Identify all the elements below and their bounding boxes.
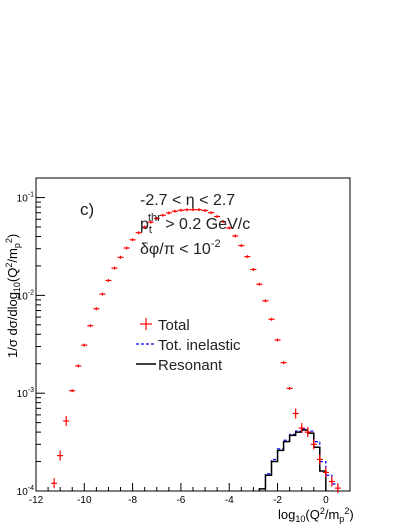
total-point (57, 450, 64, 461)
total-point (262, 299, 269, 303)
total-point (322, 467, 329, 478)
total-point (183, 208, 190, 212)
pt-cut-label: ptthr > 0.2 GeV/c (140, 212, 250, 236)
total-point (202, 208, 209, 212)
total-point (177, 208, 184, 212)
legend-marker-total (140, 318, 152, 330)
total-point (81, 343, 88, 347)
total-point (226, 226, 233, 230)
total-point (310, 439, 317, 450)
x-tick-label: -4 (225, 495, 234, 506)
total-point (232, 234, 239, 238)
x-tick-label: 0 (323, 495, 329, 506)
total-point (268, 317, 275, 321)
total-point (196, 208, 203, 212)
total-point (214, 215, 221, 219)
total-point (328, 476, 335, 487)
x-tick-label: -8 (128, 495, 137, 506)
total-point (334, 483, 341, 494)
total-point (274, 338, 281, 342)
total-point (292, 408, 299, 419)
x-axis-title: log10(Q2/mp2) (278, 506, 354, 524)
x-tick-label: -6 (176, 495, 185, 506)
total-point (189, 208, 197, 212)
total-point (298, 423, 305, 434)
total-point (250, 267, 257, 271)
total-point (93, 307, 100, 311)
total-point (135, 231, 142, 235)
total-point (117, 255, 124, 259)
x-axis: -12 -10 -8 -6 -4 -2 0 (29, 483, 351, 506)
total-point (316, 454, 323, 465)
total-point (147, 220, 154, 224)
y-tick-label: 10-3 (17, 387, 34, 400)
x-tick-label: -12 (29, 495, 44, 506)
total-point (220, 220, 227, 224)
total-point (87, 324, 94, 328)
total-point (105, 278, 112, 282)
total-point (51, 478, 58, 489)
y-tick-label: 10-4 (17, 485, 34, 498)
panel-label: c) (80, 200, 94, 219)
legend-label-resonant: Resonant (158, 357, 223, 374)
y-axis: 10-4 10-3 10-2 10-1 (17, 192, 45, 498)
total-point (286, 386, 293, 390)
total-point (304, 427, 311, 438)
total-point (123, 246, 130, 250)
total-point (244, 255, 251, 259)
legend: Total Tot. inelastic Resonant (136, 317, 241, 374)
total-point (159, 213, 166, 217)
total-point (256, 282, 263, 286)
x-tick-label: -2 (273, 495, 282, 506)
series-layer (51, 208, 341, 494)
resonant-histogram (258, 429, 327, 491)
total-point (69, 389, 76, 393)
legend-label-inelastic: Tot. inelastic (158, 337, 241, 354)
x-tick-label: -10 (77, 495, 92, 506)
total-point (111, 266, 118, 270)
y-tick-label: 10-1 (17, 192, 34, 205)
total-point (171, 209, 178, 213)
phi-cut-label: δφ/π < 10-2 (140, 238, 221, 258)
total-point (208, 211, 215, 215)
y-axis-title: 1/σ dσ/dlog10(Q2/mp2) (4, 234, 22, 358)
total-point (75, 364, 82, 368)
total-point (99, 292, 106, 296)
total-point (129, 238, 136, 242)
total-point (165, 211, 172, 215)
total-point (238, 244, 245, 248)
total-point (280, 361, 287, 365)
eta-cut-label: -2.7 < η < 2.7 (140, 192, 235, 209)
y-tick-label: 10-2 (17, 289, 34, 302)
legend-label-total: Total (158, 317, 190, 334)
total-point (141, 225, 148, 229)
total-point (63, 415, 70, 426)
total-point (153, 216, 160, 220)
